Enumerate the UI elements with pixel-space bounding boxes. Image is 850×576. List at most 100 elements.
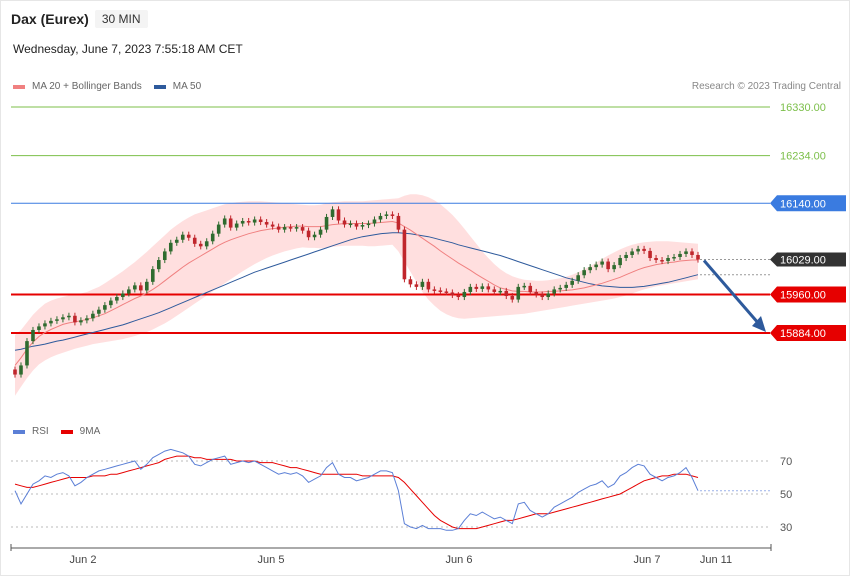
rsi-level-label-2: 30: [780, 522, 792, 534]
candle-body: [456, 294, 461, 298]
candle-body: [672, 256, 676, 259]
symbol-title: Dax (Eurex): [11, 11, 89, 27]
chart-header: Dax (Eurex) 30 MIN: [11, 9, 148, 29]
forecast-arrow-head: [752, 316, 766, 332]
level-label-4: 15884.00: [780, 328, 826, 340]
candle-body: [432, 289, 437, 291]
forecast-arrow-shaft: [702, 259, 761, 325]
candle-body: [570, 280, 574, 285]
candle-body: [330, 209, 335, 217]
candle-body: [192, 237, 197, 244]
candle-body: [103, 305, 107, 310]
legend-ma20-label: MA 20 + Bollinger Bands: [32, 81, 142, 92]
candle-body: [390, 214, 395, 216]
candle-body: [55, 319, 59, 321]
candle-body: [594, 264, 598, 268]
candle-body: [180, 234, 185, 240]
copyright-notice: Research © 2023 Trading Central: [691, 81, 841, 92]
candle-body: [234, 223, 239, 228]
x-tick-label-2: Jun 6: [446, 554, 473, 566]
candle-body: [150, 269, 155, 282]
candle-body: [67, 315, 71, 318]
candle-body: [660, 260, 664, 262]
candle-body: [504, 290, 509, 297]
candle-body: [91, 313, 95, 319]
level-label-1: 16234.00: [780, 151, 826, 163]
candle-body: [450, 292, 455, 295]
legend-ma50: MA 50: [153, 81, 201, 92]
candle-body: [618, 258, 622, 266]
candle-body: [127, 289, 131, 294]
candle-body: [420, 281, 425, 287]
level-tag-4: [770, 325, 846, 341]
candle-body: [462, 291, 467, 298]
candle-body: [85, 318, 89, 321]
candle-body: [133, 285, 137, 290]
candle-body: [402, 229, 407, 280]
candle-body: [696, 254, 700, 260]
candle-body: [49, 320, 53, 324]
candle-body: [636, 248, 640, 252]
candle-body: [510, 296, 515, 300]
candle-body: [582, 270, 586, 276]
legend-rsi: RSI: [13, 426, 49, 437]
candle-body: [252, 219, 257, 223]
candle-body: [19, 365, 23, 375]
candle-body: [684, 251, 688, 254]
level-tag-3: [770, 286, 846, 303]
candle-body: [546, 293, 551, 298]
report-datetime: Wednesday, June 7, 2023 7:55:18 AM CET: [13, 42, 243, 56]
candle-body: [312, 234, 317, 238]
candle-body: [690, 251, 694, 255]
candle-body: [61, 317, 65, 320]
candle-body: [276, 226, 281, 230]
candle-body: [13, 369, 17, 375]
ma50-line: [14, 232, 699, 351]
ma9-swatch: [60, 429, 73, 434]
candle-body: [408, 279, 413, 285]
candle-body: [576, 275, 580, 281]
candle-body: [186, 234, 191, 238]
candle-body: [300, 227, 305, 231]
candle-body: [666, 258, 670, 262]
candle-body: [564, 284, 568, 288]
candle-body: [360, 225, 365, 227]
candle-body: [216, 224, 221, 234]
x-tick-label-4: Jun 11: [700, 554, 732, 566]
candle-body: [228, 218, 233, 228]
candle-body: [384, 214, 389, 216]
candle-body: [348, 223, 353, 226]
candle-body: [426, 281, 431, 290]
candle-body: [378, 215, 383, 220]
candle-body: [342, 220, 347, 225]
rsi-swatch: [13, 429, 25, 434]
candle-body: [474, 286, 479, 289]
candle-body: [174, 239, 179, 243]
candle-body: [115, 297, 119, 301]
candle-body: [480, 286, 485, 289]
candle-body: [145, 281, 149, 291]
rsi-ma9-line: [14, 455, 699, 530]
candle-body: [396, 215, 401, 230]
candle-body: [79, 320, 83, 323]
candle-body: [642, 248, 646, 251]
candle-body: [204, 241, 209, 247]
candle-body: [31, 329, 35, 342]
candle-body: [588, 267, 592, 271]
level-label-3: 15960.00: [780, 289, 826, 301]
candle-body: [444, 291, 449, 293]
ma20-swatch: [13, 84, 25, 89]
candle-body: [516, 286, 521, 300]
bollinger-band-area: [15, 194, 698, 396]
candle-body: [25, 341, 29, 366]
candle-body: [654, 258, 658, 261]
candle-body: [498, 290, 503, 293]
candle-body: [438, 290, 443, 292]
x-tick-label-0: Jun 2: [70, 554, 97, 566]
timeframe-selector[interactable]: 30 MIN: [94, 10, 148, 28]
level-label-2: 16140.00: [780, 198, 826, 210]
rsi-level-label-0: 70: [780, 456, 792, 468]
candle-body: [612, 265, 616, 270]
candle-body: [240, 221, 245, 224]
